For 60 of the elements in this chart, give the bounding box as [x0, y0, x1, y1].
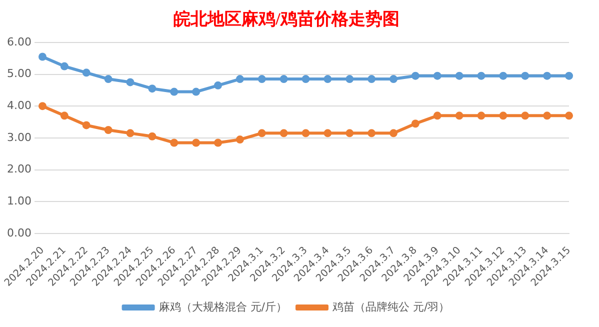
- y-tick-label: 4.00: [6, 98, 32, 112]
- point: [302, 129, 310, 138]
- point: [258, 75, 266, 84]
- point: [411, 72, 420, 80]
- point: [565, 112, 573, 120]
- point: [38, 52, 46, 61]
- point: [346, 129, 354, 138]
- point: [280, 75, 288, 84]
- point: [368, 129, 376, 138]
- y-tick-label: 3.00: [6, 130, 32, 144]
- point: [126, 129, 134, 138]
- y-tick-label: 6.00: [6, 35, 32, 48]
- point: [148, 132, 156, 140]
- point: [148, 84, 156, 93]
- point: [60, 112, 68, 120]
- point: [390, 129, 398, 138]
- point: [214, 81, 222, 90]
- point: [433, 112, 442, 120]
- point: [455, 112, 464, 120]
- point: [192, 138, 200, 147]
- point: [324, 75, 332, 84]
- legend-label: 鸡苗（品牌纯公 元/羽）: [332, 300, 450, 314]
- point: [170, 138, 178, 147]
- point: [170, 88, 178, 96]
- point: [236, 136, 244, 144]
- point: [543, 72, 552, 80]
- point: [60, 62, 68, 70]
- point: [258, 129, 266, 138]
- point: [82, 68, 90, 77]
- point: [104, 126, 112, 134]
- point: [455, 72, 464, 80]
- point: [565, 72, 573, 80]
- point: [104, 75, 112, 84]
- y-tick-label: 5.00: [6, 67, 32, 80]
- y-tick-label: 1.00: [6, 194, 32, 208]
- point: [521, 112, 530, 120]
- point: [411, 120, 420, 128]
- point: [302, 75, 310, 84]
- point: [368, 75, 376, 84]
- point: [126, 78, 134, 86]
- point: [433, 72, 442, 80]
- point: [214, 138, 222, 147]
- point: [192, 88, 200, 96]
- point: [38, 102, 46, 110]
- point: [346, 75, 354, 84]
- point: [477, 112, 486, 120]
- point: [499, 112, 508, 120]
- point: [499, 72, 508, 80]
- point: [543, 112, 552, 120]
- point: [280, 129, 288, 138]
- legend-label: 麻鸡（大规格混合 元/斤）: [158, 300, 287, 314]
- point: [521, 72, 530, 80]
- point: [236, 75, 244, 84]
- point: [324, 129, 332, 138]
- y-tick-label: 2.00: [6, 162, 32, 176]
- point: [390, 75, 398, 84]
- point: [477, 72, 486, 80]
- point: [82, 121, 90, 130]
- chart-title: 皖北地区麻鸡/鸡苗价格走势图: [174, 10, 400, 29]
- y-tick-label: 0.00: [6, 226, 32, 240]
